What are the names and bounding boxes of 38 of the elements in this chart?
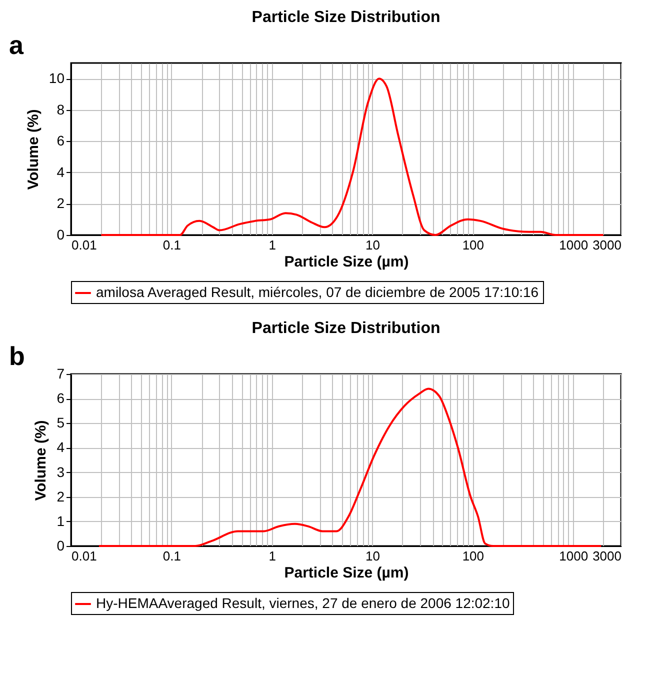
text: a <box>9 30 24 60</box>
y-tick-label: 4 <box>56 439 65 456</box>
x-tick-label: 0.01 <box>72 238 97 252</box>
y-axis-title: Volume (%) <box>24 109 42 190</box>
x-tick-label: 1000 <box>559 548 588 564</box>
y-tick-label: 2 <box>56 195 65 212</box>
y-tick-label: 3 <box>56 464 65 480</box>
x-tick-label: 1 <box>268 548 276 564</box>
x-tick-label: 3000 <box>592 238 622 252</box>
x-tick-label: 0.1 <box>162 548 181 564</box>
chart-title: Particle Size Distribution <box>252 320 440 337</box>
x-tick-label: 0.1 <box>162 238 181 252</box>
y-tick-label: 5 <box>56 414 65 431</box>
y-tick-label: 10 <box>48 70 65 86</box>
x-axis-title: Particle Size (µm) <box>284 564 409 582</box>
y-tick-label: 1 <box>56 512 65 529</box>
legend-label: amilosa Averaged Result, miércoles, 07 de diciembre de 2005 17:10:16 <box>96 284 539 300</box>
y-tick-label: 0 <box>56 538 65 554</box>
x-tick-label: 100 <box>462 238 484 252</box>
chart-title: Particle Size Distribution <box>252 9 440 26</box>
y-tick-label: 7 <box>56 366 65 382</box>
y-axis-title: Volume (%) <box>32 420 50 501</box>
x-tick-label: 10 <box>366 548 380 564</box>
y-tick-label: 8 <box>56 101 65 118</box>
x-tick-label: 1000 <box>559 238 588 252</box>
y-tick-label: 2 <box>56 488 65 504</box>
y-tick-label: 4 <box>56 164 65 180</box>
x-axis-title: Particle Size (µm) <box>284 254 409 270</box>
x-tick-label: 3000 <box>592 548 622 564</box>
y-tick-label: 6 <box>56 132 65 149</box>
x-tick-label: 1 <box>268 238 276 252</box>
y-tick-label: 6 <box>56 390 65 406</box>
text: b <box>9 341 25 371</box>
legend-label: Hy-HEMAAveraged Result, viernes, 27 de enero de 2006 12:02:10 <box>96 595 510 611</box>
x-tick-label: 0.01 <box>72 548 97 564</box>
x-tick-label: 10 <box>366 238 380 252</box>
y-tick-label: 0 <box>56 226 65 242</box>
x-tick-label: 100 <box>462 548 484 564</box>
